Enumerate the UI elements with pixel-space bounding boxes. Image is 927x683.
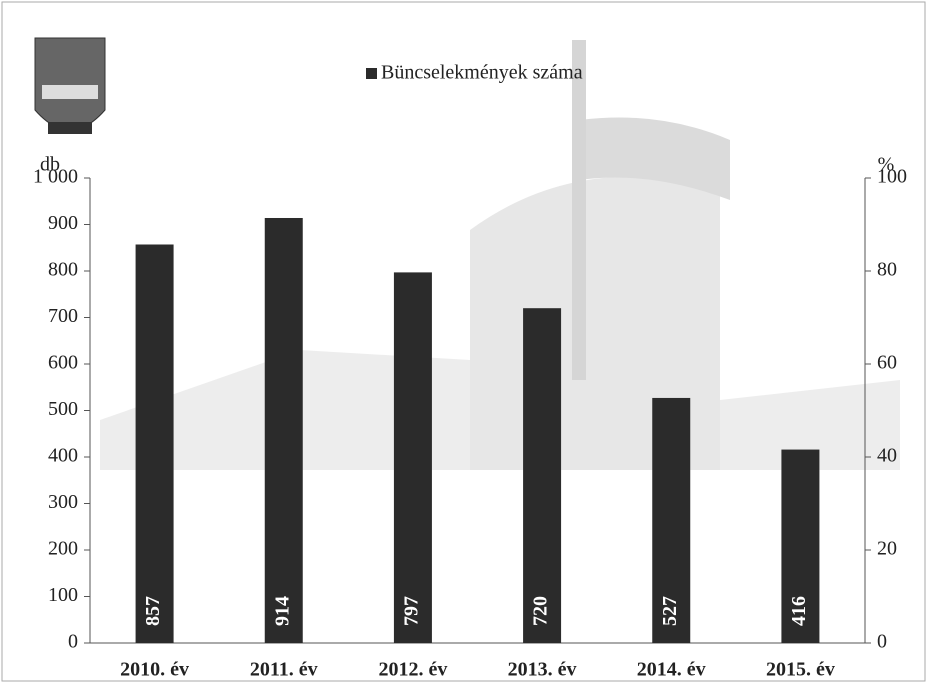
legend-swatch [366, 68, 377, 79]
y2-axis-label: % [878, 154, 895, 176]
y2-tick-label: 40 [877, 445, 897, 467]
y2-tick-label: 20 [877, 538, 897, 560]
x-tick-label: 2012. év [378, 659, 447, 681]
x-tick-label: 2011. év [250, 659, 318, 681]
y2-tick-label: 0 [877, 631, 887, 653]
x-tick-label: 2010. év [120, 659, 189, 681]
value-label: 527 [659, 596, 681, 626]
y2-tick-label: 60 [877, 352, 897, 374]
bar [523, 308, 561, 643]
x-tick-label: 2015. év [766, 659, 835, 681]
value-label: 720 [530, 596, 552, 626]
x-tick-label: 2014. év [637, 659, 706, 681]
y-tick-label: 800 [48, 259, 78, 281]
value-label: 416 [788, 596, 810, 626]
value-label: 914 [271, 596, 293, 626]
value-label: 857 [142, 596, 164, 626]
y-tick-label: 0 [68, 631, 78, 653]
y-tick-label: 600 [48, 352, 78, 374]
y-tick-label: 700 [48, 305, 78, 327]
y2-tick-label: 80 [877, 259, 897, 281]
bar [265, 218, 303, 643]
y-tick-label: 900 [48, 212, 78, 234]
y-tick-label: 300 [48, 491, 78, 513]
x-tick-label: 2013. év [508, 659, 577, 681]
y-tick-label: 200 [48, 538, 78, 560]
bar [394, 272, 432, 643]
logo [35, 38, 105, 134]
y-tick-label: 400 [48, 445, 78, 467]
value-label: 797 [401, 596, 423, 626]
y-tick-label: 100 [48, 584, 78, 606]
bar [136, 244, 174, 643]
chart: 01002003004005006007008009001 0000204060… [0, 0, 927, 683]
y-tick-label: 500 [48, 398, 78, 420]
legend-label: Büncselekmények száma [381, 62, 583, 84]
y-axis-label: db [40, 154, 60, 176]
